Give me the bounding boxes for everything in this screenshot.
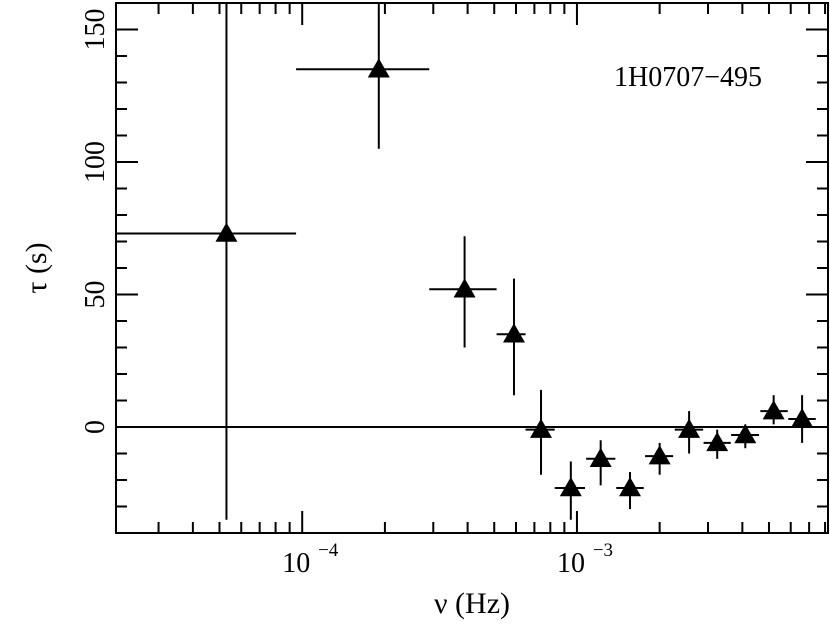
data-point	[731, 423, 760, 449]
data-point	[554, 461, 586, 520]
x-tick-label: 10	[557, 548, 585, 579]
triangle-marker	[559, 476, 582, 497]
y-tick-label: 150	[80, 9, 111, 51]
data-point	[788, 395, 816, 443]
triangle-marker	[791, 408, 814, 428]
triangle-marker	[367, 58, 390, 78]
data-point	[674, 411, 704, 454]
x-tick-label: 10	[282, 548, 310, 579]
x-tick-label-exponent: −3	[593, 540, 613, 561]
triangle-marker	[589, 447, 612, 468]
data-point	[296, 3, 430, 149]
triangle-marker	[678, 418, 701, 438]
triangle-marker	[762, 400, 785, 420]
x-axis-label: ν (Hz)	[434, 587, 510, 620]
triangle-marker	[734, 423, 757, 444]
y-tick-label: 50	[80, 281, 111, 309]
data-point	[616, 472, 644, 510]
data-point	[116, 3, 297, 520]
data-point	[703, 429, 731, 459]
y-tick-label: 0	[80, 420, 111, 434]
data-point	[429, 236, 497, 348]
triangle-marker	[619, 476, 642, 497]
triangle-marker	[502, 323, 525, 343]
y-axis-label: τ (s)	[20, 242, 53, 293]
triangle-marker	[453, 278, 476, 298]
triangle-marker	[530, 418, 553, 438]
triangle-marker	[648, 445, 671, 465]
chart-annotation: 1H0707−495	[614, 62, 762, 93]
triangle-marker	[215, 222, 238, 242]
data-point	[645, 442, 674, 475]
data-point	[525, 389, 555, 475]
y-tick-label: 100	[80, 141, 111, 183]
data-point	[760, 395, 788, 425]
triangle-marker	[706, 431, 729, 452]
data-point	[496, 278, 526, 396]
x-tick-label-exponent: −4	[318, 540, 339, 561]
data-point	[586, 440, 616, 486]
